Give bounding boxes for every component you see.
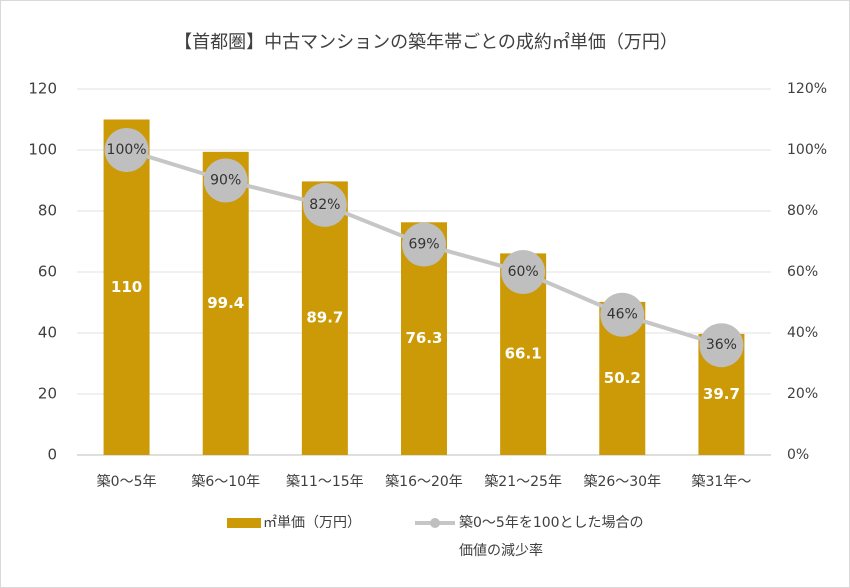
bar-value-label: 110 xyxy=(111,278,142,296)
line-marker xyxy=(203,158,248,203)
y2-tick-label: 40% xyxy=(787,325,818,341)
legend-label: 築0〜5年を100とした場合の価値の減少率 xyxy=(459,515,644,559)
y-tick-label: 0 xyxy=(47,446,57,464)
line-value-label: 60% xyxy=(508,264,539,280)
chart-title: 【首都圏】中古マンションの築年帯ごとの成約㎡単価（万円） xyxy=(174,31,678,53)
y2-tick-label: 120% xyxy=(787,81,827,97)
legend-swatch xyxy=(430,518,440,528)
y-tick-label: 60 xyxy=(38,263,57,281)
bar-value-label: 50.2 xyxy=(604,369,641,387)
line-marker xyxy=(302,182,347,227)
line-value-label: 69% xyxy=(408,237,439,253)
x-tick-label: 築11〜15年 xyxy=(286,474,364,490)
bar-value-label: 39.7 xyxy=(703,385,740,403)
line-value-label: 90% xyxy=(210,173,241,189)
y-tick-label: 100 xyxy=(28,141,57,159)
line-marker xyxy=(501,250,546,294)
x-tick-label: 築16〜20年 xyxy=(385,474,463,490)
legend-label: ㎡単価（万円） xyxy=(263,515,361,531)
line-marker xyxy=(104,128,149,172)
line-value-label: 46% xyxy=(607,307,638,323)
line-value-label: 36% xyxy=(706,337,737,353)
y-tick-label: 20 xyxy=(38,385,57,403)
x-tick-label: 築31年〜 xyxy=(692,474,752,490)
x-tick-label: 築6〜10年 xyxy=(191,474,260,490)
bar-value-label: 76.3 xyxy=(405,329,442,347)
y2-tick-label: 80% xyxy=(787,203,818,219)
line-marker xyxy=(600,292,645,337)
y2-tick-label: 20% xyxy=(787,386,818,402)
x-tick-label: 築26〜30年 xyxy=(583,474,661,490)
bar-value-label: 66.1 xyxy=(505,345,542,363)
y2-tick-label: 60% xyxy=(787,264,818,280)
x-tick-label: 築21〜25年 xyxy=(484,474,562,490)
y-tick-label: 120 xyxy=(28,80,57,98)
y-tick-label: 80 xyxy=(38,202,57,220)
y-tick-label: 40 xyxy=(38,324,57,342)
line-marker xyxy=(402,222,446,267)
bar xyxy=(301,181,348,456)
y2-tick-label: 0% xyxy=(787,447,809,463)
bar-value-label: 89.7 xyxy=(306,309,343,327)
y2-tick-label: 100% xyxy=(787,142,827,158)
line-marker xyxy=(699,323,744,368)
line-value-label: 100% xyxy=(107,142,147,158)
bar xyxy=(103,119,150,455)
x-tick-label: 築0〜5年 xyxy=(97,474,157,490)
legend-swatch xyxy=(227,518,261,528)
bar-value-label: 99.4 xyxy=(207,294,244,312)
line-value-label: 82% xyxy=(309,197,340,213)
